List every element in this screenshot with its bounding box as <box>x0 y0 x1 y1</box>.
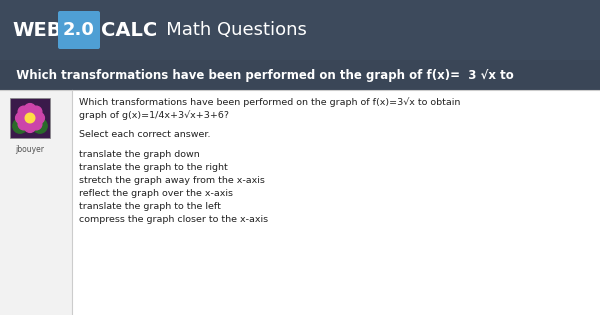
Circle shape <box>33 119 47 133</box>
Text: translate the graph to the right: translate the graph to the right <box>79 163 228 172</box>
Text: CALC: CALC <box>101 20 157 39</box>
Text: jbouyer: jbouyer <box>16 145 44 154</box>
Circle shape <box>25 121 35 132</box>
Text: graph of g(x)=1/4x+3√x+3+6?: graph of g(x)=1/4x+3√x+3+6? <box>79 110 229 120</box>
FancyBboxPatch shape <box>0 90 72 315</box>
FancyBboxPatch shape <box>0 0 600 60</box>
Text: WEB: WEB <box>12 20 62 39</box>
Circle shape <box>33 112 44 123</box>
Text: translate the graph down: translate the graph down <box>79 150 200 159</box>
Circle shape <box>16 112 27 123</box>
Text: reflect the graph over the x-axis: reflect the graph over the x-axis <box>79 189 233 198</box>
Circle shape <box>18 119 29 130</box>
Text: stretch the graph away from the x-axis: stretch the graph away from the x-axis <box>79 176 265 185</box>
Text: Math Questions: Math Questions <box>149 21 307 39</box>
Circle shape <box>13 119 27 133</box>
Circle shape <box>31 119 42 130</box>
Circle shape <box>25 113 35 123</box>
Circle shape <box>25 104 35 115</box>
Text: 2.0: 2.0 <box>63 21 95 39</box>
Text: Which transformations have been performed on the graph of f(x)=  3 √x to: Which transformations have been performe… <box>8 68 514 82</box>
Text: Select each correct answer.: Select each correct answer. <box>79 130 211 139</box>
Text: translate the graph to the left: translate the graph to the left <box>79 202 221 211</box>
FancyBboxPatch shape <box>10 98 50 138</box>
FancyBboxPatch shape <box>58 11 100 49</box>
FancyBboxPatch shape <box>0 60 600 90</box>
FancyBboxPatch shape <box>0 90 600 315</box>
Text: Which transformations have been performed on the graph of f(x)=3√x to obtain: Which transformations have been performe… <box>79 97 460 106</box>
Circle shape <box>18 106 29 117</box>
Circle shape <box>31 106 42 117</box>
Text: compress the graph closer to the x-axis: compress the graph closer to the x-axis <box>79 215 268 224</box>
